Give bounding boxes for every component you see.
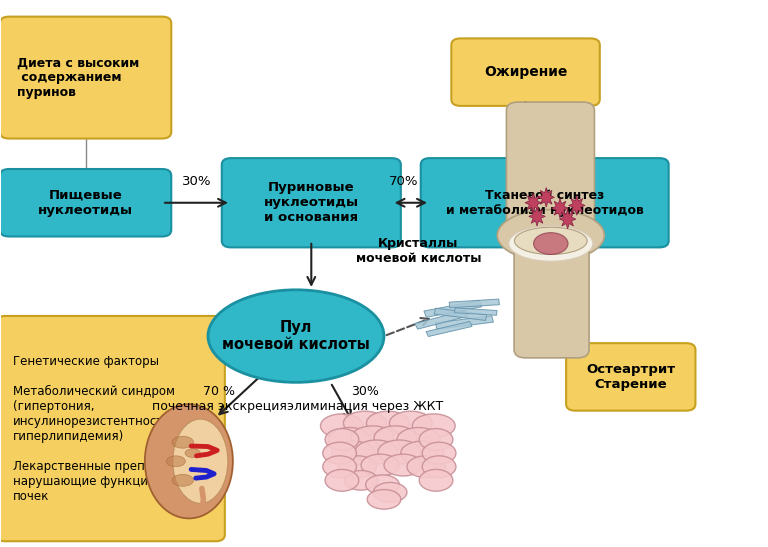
- Text: Диета с высоким
 содержанием
пуринов: Диета с высоким содержанием пуринов: [17, 56, 139, 99]
- Ellipse shape: [412, 414, 455, 438]
- Ellipse shape: [384, 454, 422, 476]
- Ellipse shape: [351, 426, 394, 450]
- Polygon shape: [559, 210, 576, 229]
- Ellipse shape: [397, 428, 440, 451]
- Ellipse shape: [515, 227, 588, 254]
- FancyBboxPatch shape: [222, 158, 401, 247]
- Ellipse shape: [419, 429, 453, 450]
- Polygon shape: [529, 207, 545, 226]
- FancyBboxPatch shape: [452, 38, 600, 106]
- Text: Тканевой синтез
и метаболизм нуклеотидов: Тканевой синтез и метаболизм нуклеотидов: [445, 189, 644, 217]
- Polygon shape: [435, 316, 493, 329]
- Ellipse shape: [343, 411, 386, 435]
- Ellipse shape: [373, 482, 407, 502]
- Ellipse shape: [355, 440, 398, 464]
- Ellipse shape: [185, 449, 200, 457]
- FancyBboxPatch shape: [0, 16, 171, 138]
- FancyBboxPatch shape: [514, 232, 589, 358]
- Ellipse shape: [366, 411, 409, 435]
- Polygon shape: [415, 310, 468, 329]
- Polygon shape: [551, 199, 568, 218]
- Ellipse shape: [208, 290, 384, 382]
- Polygon shape: [424, 300, 482, 317]
- FancyBboxPatch shape: [0, 316, 225, 542]
- Ellipse shape: [419, 469, 453, 491]
- Ellipse shape: [374, 426, 417, 450]
- Text: Пуриновые
нуклеотиды
и основания: Пуриновые нуклеотиды и основания: [263, 181, 359, 224]
- Ellipse shape: [173, 419, 228, 503]
- Ellipse shape: [367, 490, 401, 509]
- Text: 30%
элиминация через ЖКТ: 30% элиминация через ЖКТ: [286, 385, 443, 413]
- Ellipse shape: [361, 454, 399, 476]
- FancyBboxPatch shape: [0, 169, 171, 236]
- Ellipse shape: [338, 456, 376, 478]
- Text: Кристаллы
мочевой кислоты: Кристаллы мочевой кислоты: [356, 237, 482, 265]
- Ellipse shape: [366, 475, 399, 494]
- Polygon shape: [434, 308, 487, 321]
- Ellipse shape: [534, 232, 568, 254]
- Text: Пищевые
нуклеотиды: Пищевые нуклеотиды: [38, 189, 133, 217]
- FancyBboxPatch shape: [421, 158, 669, 247]
- Polygon shape: [455, 308, 497, 315]
- Polygon shape: [568, 196, 585, 216]
- FancyBboxPatch shape: [506, 102, 594, 243]
- Ellipse shape: [323, 442, 356, 464]
- Text: Остеартрит
Старение: Остеартрит Старение: [586, 363, 675, 391]
- Text: Ожирение: Ожирение: [484, 65, 568, 79]
- Ellipse shape: [422, 442, 456, 464]
- Polygon shape: [426, 322, 472, 336]
- Text: Генетические факторы

Метаболический синдром
(гипертония,
инсулинорезистентность: Генетические факторы Метаболический синд…: [13, 354, 187, 503]
- Ellipse shape: [145, 404, 233, 519]
- Ellipse shape: [172, 436, 194, 448]
- Ellipse shape: [344, 470, 378, 490]
- Ellipse shape: [332, 441, 375, 465]
- Text: 70%: 70%: [389, 174, 418, 188]
- Ellipse shape: [167, 456, 185, 467]
- Ellipse shape: [325, 429, 359, 450]
- Ellipse shape: [497, 210, 604, 261]
- Text: 30%: 30%: [182, 174, 211, 188]
- Ellipse shape: [407, 456, 445, 478]
- Ellipse shape: [508, 226, 593, 261]
- Ellipse shape: [323, 456, 356, 478]
- Ellipse shape: [325, 469, 359, 491]
- FancyBboxPatch shape: [566, 343, 696, 411]
- Ellipse shape: [172, 474, 194, 486]
- Ellipse shape: [328, 428, 371, 451]
- Polygon shape: [449, 299, 499, 308]
- Ellipse shape: [389, 411, 432, 435]
- Ellipse shape: [378, 440, 421, 464]
- Polygon shape: [538, 188, 554, 207]
- Text: Пул
мочевой кислоты: Пул мочевой кислоты: [222, 320, 370, 352]
- Polygon shape: [525, 193, 541, 213]
- Ellipse shape: [422, 456, 456, 478]
- Text: 70 %
почечная экскреция: 70 % почечная экскреция: [152, 385, 287, 413]
- Ellipse shape: [320, 414, 363, 438]
- Ellipse shape: [401, 441, 444, 465]
